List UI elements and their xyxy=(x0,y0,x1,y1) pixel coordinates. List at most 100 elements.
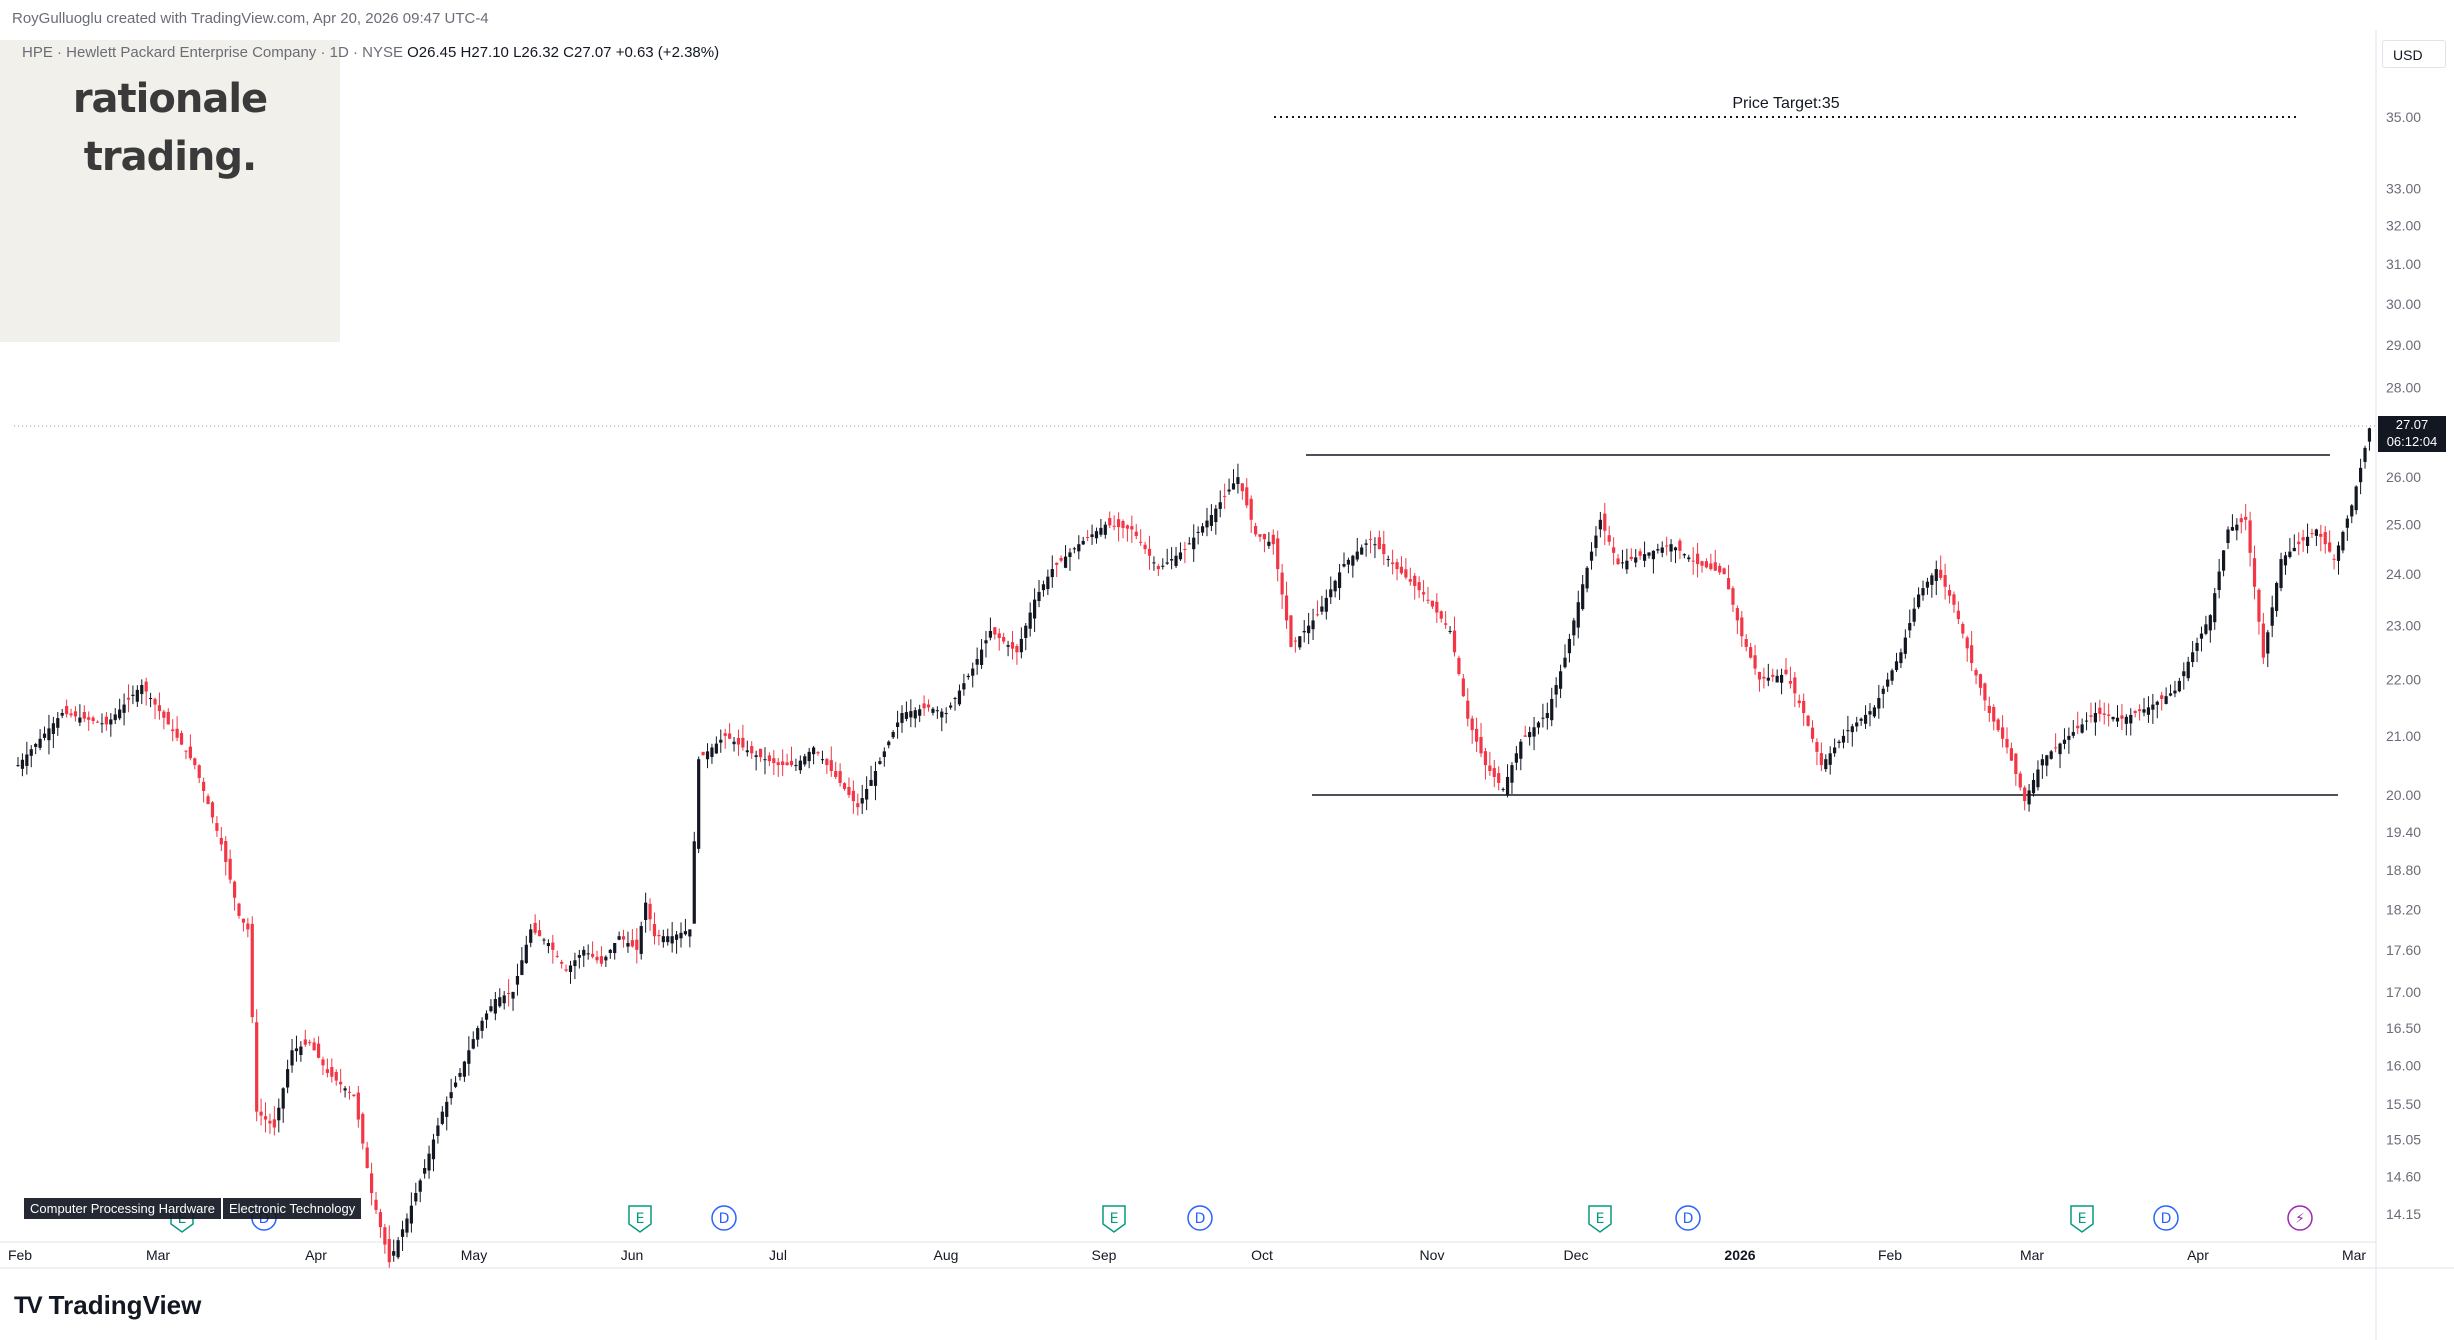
candle xyxy=(1094,527,1099,544)
candle xyxy=(2036,760,2040,791)
candle xyxy=(621,929,626,948)
candle-body xyxy=(599,956,604,964)
candle xyxy=(1068,548,1072,571)
candle-body xyxy=(1828,753,1832,765)
earnings-marker-icon[interactable]: E xyxy=(2070,1205,2094,1233)
dividend-marker-icon[interactable]: D xyxy=(1675,1205,1701,1231)
candle-body xyxy=(1214,508,1218,523)
sector-tag-industry[interactable]: Computer Processing Hardware xyxy=(24,1198,221,1219)
candle xyxy=(1174,546,1178,568)
candle xyxy=(1161,558,1165,570)
candle-body xyxy=(1444,623,1448,625)
candle-body xyxy=(91,717,95,721)
candle-body xyxy=(829,760,833,772)
candle-body xyxy=(396,1240,400,1258)
candle xyxy=(829,746,833,777)
candle-body xyxy=(1598,519,1602,530)
candle xyxy=(1452,616,1457,657)
candle xyxy=(595,950,599,964)
candle xyxy=(47,714,51,755)
candle-body xyxy=(162,711,166,718)
candle-body xyxy=(816,752,820,754)
candle xyxy=(1421,580,1426,602)
candle xyxy=(20,753,25,777)
candle-body xyxy=(949,705,953,708)
candle xyxy=(1373,537,1377,559)
dividend-marker-icon[interactable]: D xyxy=(711,1205,737,1231)
sector-tag-sector[interactable]: Electronic Technology xyxy=(222,1198,362,1219)
candle xyxy=(1072,546,1076,554)
candle xyxy=(873,761,878,801)
candle-body xyxy=(255,1022,259,1112)
candle-body xyxy=(400,1229,405,1237)
candle-body xyxy=(2266,632,2270,654)
candle xyxy=(1616,554,1620,566)
candle xyxy=(1258,534,1262,542)
candle-body xyxy=(2208,615,2212,631)
candle-body xyxy=(1788,680,1793,684)
candle xyxy=(1099,518,1103,537)
candle-body xyxy=(268,1120,272,1124)
candle-body xyxy=(2354,486,2358,511)
candle-body xyxy=(988,630,992,638)
candle-body xyxy=(1041,584,1046,591)
candle-body xyxy=(1399,566,1404,574)
candle-body xyxy=(1625,560,1629,570)
candle-body xyxy=(604,956,608,961)
candle-body xyxy=(334,1071,338,1081)
candle xyxy=(1121,519,1125,539)
price-tick-label: 16.00 xyxy=(2386,1057,2421,1073)
candle xyxy=(2208,614,2212,643)
earnings-marker-icon[interactable]: E xyxy=(1102,1205,1126,1233)
candle xyxy=(1298,636,1302,650)
candle-body xyxy=(241,918,246,923)
candle xyxy=(255,1009,259,1122)
dividend-marker-icon[interactable]: D xyxy=(2153,1205,2179,1231)
candle xyxy=(900,705,904,733)
candle xyxy=(2098,699,2102,722)
candle xyxy=(741,724,745,751)
candle-body xyxy=(1174,555,1178,566)
candle-body xyxy=(1612,547,1616,553)
tradingview-logo[interactable]: TV TradingView xyxy=(14,1290,201,1321)
candle xyxy=(1209,504,1213,531)
candle-body xyxy=(1298,636,1302,648)
split-marker-icon[interactable]: ⚡ xyxy=(2287,1205,2313,1231)
candle-body xyxy=(1457,657,1461,675)
candle xyxy=(794,758,798,772)
candle-body xyxy=(918,709,922,716)
candle-body xyxy=(1620,562,1625,564)
candle xyxy=(1497,766,1501,791)
price-tick-label: 14.15 xyxy=(2386,1206,2421,1222)
candle xyxy=(1903,629,1907,659)
candle-body xyxy=(1528,732,1532,738)
candle xyxy=(701,751,705,756)
dividend-marker-icon[interactable]: D xyxy=(1187,1205,1213,1231)
earnings-marker-icon[interactable]: E xyxy=(1588,1205,1612,1233)
candle xyxy=(1735,605,1739,635)
candle-body xyxy=(1996,719,2000,731)
candle xyxy=(865,776,869,811)
candle xyxy=(82,705,86,723)
candle-body xyxy=(1254,525,1258,535)
candle xyxy=(1156,563,1160,577)
candle-body xyxy=(1956,610,1960,620)
candle-body xyxy=(564,969,568,971)
candle-body xyxy=(2089,715,2093,717)
candle xyxy=(904,701,909,722)
candle xyxy=(1103,521,1107,539)
candle-body xyxy=(378,1212,383,1228)
earnings-marker-icon[interactable]: E xyxy=(628,1205,652,1233)
candle xyxy=(1483,747,1488,780)
candle xyxy=(2014,753,2018,786)
candle-body xyxy=(1337,572,1342,589)
candle xyxy=(507,979,511,1007)
candle xyxy=(1139,529,1143,546)
candle-body xyxy=(47,728,51,741)
candle-body xyxy=(608,949,612,954)
candle xyxy=(776,757,780,777)
currency-selector[interactable]: USD xyxy=(2382,40,2446,68)
candle-body xyxy=(1130,526,1134,530)
candle xyxy=(679,922,683,948)
